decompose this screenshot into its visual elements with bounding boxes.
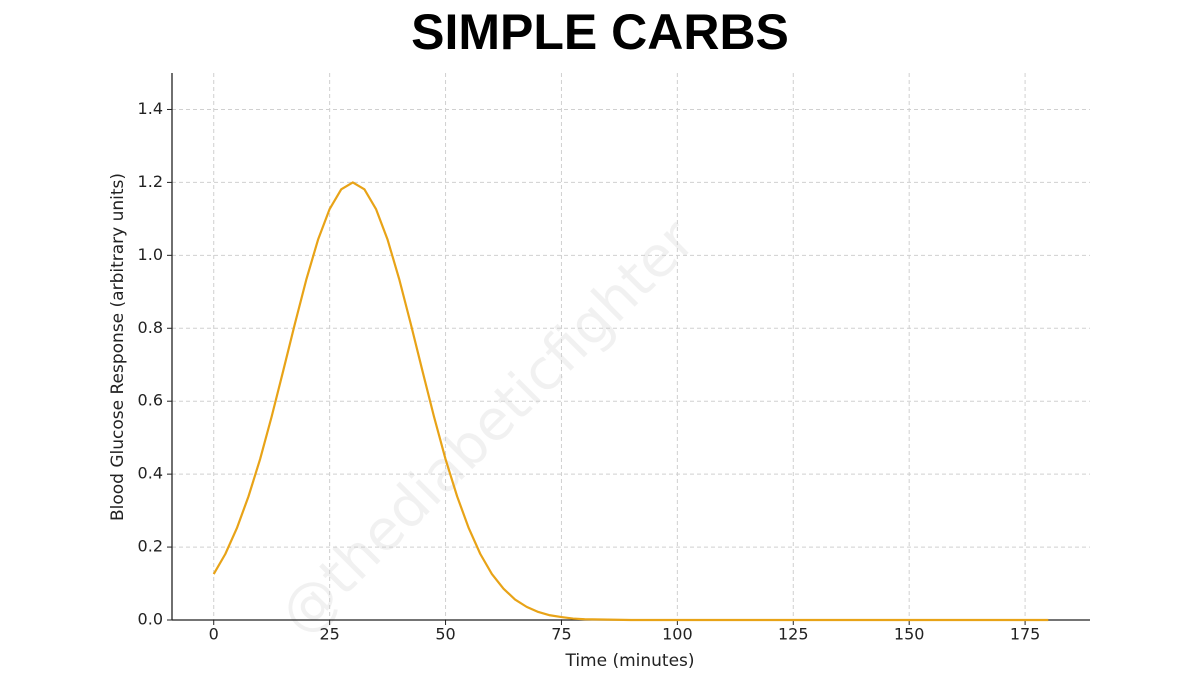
x-tick-label: 50: [435, 625, 455, 644]
x-axis-label: Time (minutes): [564, 651, 694, 671]
y-tick-label: 0.0: [138, 610, 163, 629]
x-tick-label: 100: [662, 625, 693, 644]
y-axis-label: Blood Glucose Response (arbitrary units): [108, 173, 128, 521]
y-tick-label: 0.8: [138, 318, 163, 337]
x-tick-label: 25: [319, 625, 339, 644]
watermark: @thediabeticfighter: [268, 207, 709, 648]
y-tick-label: 0.2: [138, 537, 163, 556]
y-tick-label: 1.0: [138, 245, 163, 264]
x-tick-label: 150: [894, 625, 925, 644]
x-tick-label: 125: [778, 625, 809, 644]
x-tick-label: 175: [1010, 625, 1041, 644]
line-series: [212, 181, 1049, 622]
chart-title: SIMPLE CARBS: [411, 4, 789, 60]
y-tick-label: 0.6: [138, 391, 163, 410]
y-tick-label: 1.4: [138, 99, 163, 118]
x-tick-label: 75: [551, 625, 571, 644]
x-tick-label: 0: [209, 625, 219, 644]
y-tick-label: 0.4: [138, 464, 163, 483]
y-tick-label: 1.2: [138, 172, 163, 191]
